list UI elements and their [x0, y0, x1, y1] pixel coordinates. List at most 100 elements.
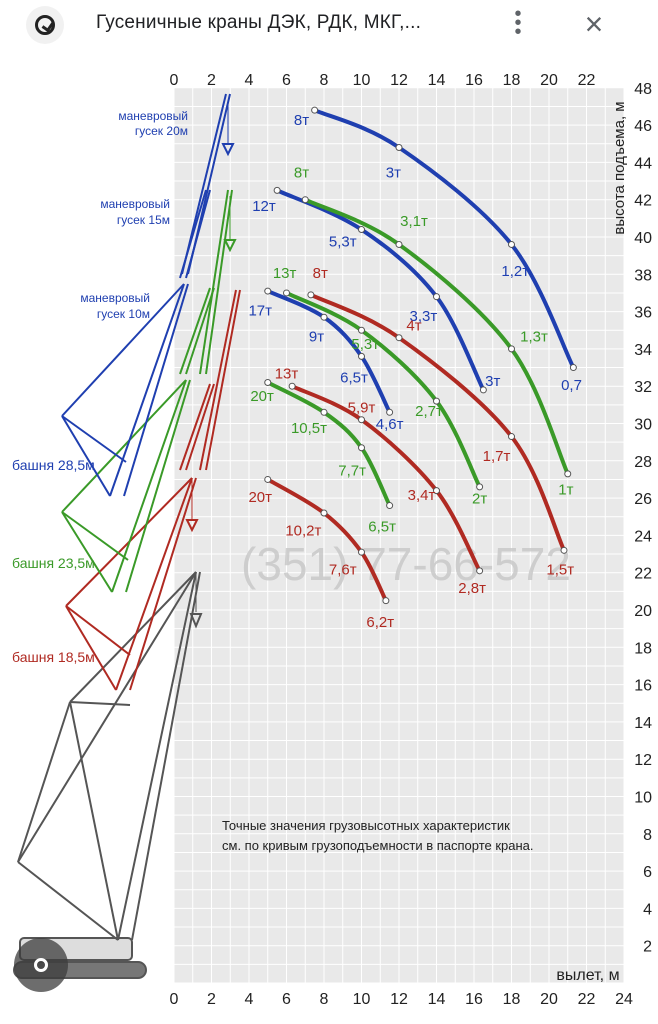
y-tick-label: 20: [634, 603, 652, 620]
load-label: 1,5т: [546, 562, 574, 579]
load-curve: [265, 380, 392, 508]
curve-point: [320, 313, 328, 321]
curve-point: [311, 106, 319, 114]
curve-point: [395, 334, 403, 342]
x-tick-label: 8: [320, 991, 329, 1008]
y-axis-label: высота подъема, м: [611, 101, 628, 234]
curve-point: [283, 289, 290, 297]
y-tick-label: 24: [634, 528, 652, 545]
load-label: 3,1т: [400, 213, 428, 230]
crane-chart: (351) 77-66-572: [0, 50, 658, 1024]
google-lens-logo-icon[interactable]: [26, 6, 64, 44]
curve-point: [358, 352, 365, 360]
load-label: 6,5т: [368, 519, 396, 536]
load-label: 7,7т: [338, 463, 366, 480]
y-tick-label: 28: [634, 454, 652, 471]
curve-point: [320, 408, 328, 416]
curve-point: [386, 502, 394, 510]
curve-point: [508, 345, 515, 353]
y-tick-label: 26: [634, 491, 652, 508]
curve-point: [358, 444, 365, 452]
load-label: 20т: [248, 489, 272, 506]
curve-point: [301, 196, 309, 204]
curve-point: [358, 226, 365, 234]
x-axis-label: вылет, м: [556, 967, 619, 984]
lens-search-icon[interactable]: [14, 938, 68, 992]
load-label: 3,3т: [410, 308, 438, 325]
crane-label-gusek-15: маневровый гусек 15м: [100, 197, 170, 227]
load-curve: [265, 477, 388, 603]
load-label: 2т: [472, 491, 487, 508]
load-label: 10,5т: [291, 420, 327, 437]
crane-label-tower-18-5: башня 18,5м: [12, 649, 95, 665]
curve-point: [386, 408, 394, 416]
x-tick-label: 2: [207, 991, 216, 1008]
more-vert-icon[interactable]: • • •: [514, 3, 522, 43]
load-label: 1,3т: [520, 328, 548, 345]
axis-ticks: 0 2 4 6 8 10 12 14 16 18 20 22 240 2 4 6 8 10 12 14 16 18 20 22…: [170, 72, 653, 1008]
load-label: 7,6т: [329, 562, 357, 579]
curve-point: [433, 293, 440, 301]
curve-point: [320, 509, 328, 517]
curve-point: [433, 487, 440, 495]
top-x-tick-label: 18: [503, 72, 521, 89]
load-label: 8т: [294, 164, 309, 181]
top-x-tick-label: 14: [428, 72, 446, 89]
top-x-tick-label: 4: [245, 72, 254, 89]
top-x-tick-label: 10: [353, 72, 371, 89]
x-tick-label: 16: [465, 991, 483, 1008]
load-label: 12т: [252, 198, 276, 215]
curve-point: [382, 597, 390, 605]
load-label: 13т: [273, 265, 297, 282]
page-title: Гусеничные краны ДЭК, РДК, МКГ,...: [96, 12, 422, 33]
y-tick-label: 4: [643, 901, 652, 918]
y-tick-label: 30: [634, 417, 652, 434]
y-tick-label: 44: [634, 155, 652, 172]
y-tick-label: 32: [634, 379, 652, 396]
tower-18-5-illustration: [65, 289, 241, 691]
curve-point: [264, 475, 272, 483]
load-labels: 8т 3т 1,2т 0,7 12т 5,3т 3,3т 3т 17т 9т 6,5т 4,6т 8т 3…: [248, 112, 581, 631]
x-tick-label: 4: [245, 991, 254, 1008]
load-curve: [275, 188, 486, 392]
x-tick-label: 18: [503, 991, 521, 1008]
load-curve: [265, 289, 392, 415]
x-tick-label: 10: [353, 991, 371, 1008]
curve-point: [264, 378, 272, 386]
close-icon[interactable]: ×: [584, 6, 604, 42]
y-tick-label: 16: [634, 678, 652, 695]
x-tick-label: 20: [540, 991, 558, 1008]
top-bar: Гусеничные краны ДЭК, РДК, МКГ,... • • • ×: [0, 0, 658, 50]
watermark: (351) 77-66-572: [241, 538, 571, 590]
load-curves: [264, 106, 577, 605]
load-label: 1т: [558, 481, 573, 498]
top-x-tick-label: 0: [170, 72, 179, 89]
curve-point: [358, 416, 365, 424]
crane-label-gusek-10: маневровый гусек 10м: [80, 291, 150, 321]
y-tick-label: 18: [634, 640, 652, 657]
grid: [173, 87, 625, 984]
curve-point: [508, 433, 515, 441]
x-tick-label: 6: [282, 991, 291, 1008]
load-label: 8т: [294, 112, 309, 129]
load-label: 3т: [485, 373, 500, 390]
curve-point: [476, 567, 484, 575]
y-tick-label: 14: [634, 715, 652, 732]
load-label: 5,3т: [351, 336, 379, 353]
top-x-tick-label: 16: [465, 72, 483, 89]
curve-point: [395, 240, 403, 248]
top-x-tick-label: 6: [282, 72, 291, 89]
load-label: 20т: [250, 388, 274, 405]
curve-point: [564, 470, 572, 478]
y-tick-label: 42: [634, 193, 652, 210]
curve-point: [569, 364, 577, 372]
y-tick-label: 2: [643, 939, 652, 956]
y-tick-label: 34: [634, 342, 652, 359]
load-label: 6,2т: [366, 614, 394, 631]
y-tick-label: 38: [634, 267, 652, 284]
tower-28-5-illustration: [61, 93, 235, 497]
load-curve: [308, 292, 566, 553]
load-label: 10,2т: [285, 522, 321, 539]
curve-point: [273, 186, 281, 194]
load-label: 5,3т: [329, 233, 357, 250]
